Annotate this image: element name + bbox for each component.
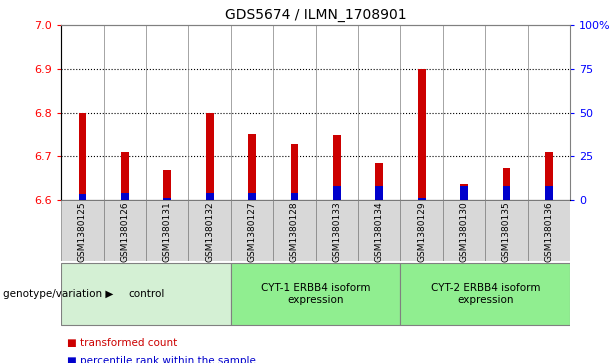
Text: ■ transformed count: ■ transformed count <box>67 338 178 348</box>
Text: GSM1380127: GSM1380127 <box>248 201 257 262</box>
Bar <box>333 186 341 200</box>
Text: GSM1380128: GSM1380128 <box>290 201 299 262</box>
Bar <box>164 170 171 200</box>
Bar <box>104 200 146 261</box>
Bar <box>231 200 273 261</box>
Bar <box>545 186 553 200</box>
Text: genotype/variation ▶: genotype/variation ▶ <box>3 289 113 299</box>
Text: GSM1380132: GSM1380132 <box>205 201 214 262</box>
Bar <box>528 200 570 261</box>
Bar <box>460 184 468 200</box>
Bar <box>503 186 510 200</box>
Text: CYT-2 ERBB4 isoform
expression: CYT-2 ERBB4 isoform expression <box>430 283 540 305</box>
Bar <box>358 200 400 261</box>
Title: GDS5674 / ILMN_1708901: GDS5674 / ILMN_1708901 <box>225 8 406 22</box>
Bar <box>248 193 256 200</box>
Bar <box>333 135 341 200</box>
Text: ■ percentile rank within the sample: ■ percentile rank within the sample <box>67 356 256 363</box>
Bar <box>61 263 231 325</box>
Bar <box>231 263 400 325</box>
Text: GSM1380134: GSM1380134 <box>375 201 384 262</box>
Bar <box>376 163 383 200</box>
Text: CYT-1 ERBB4 isoform
expression: CYT-1 ERBB4 isoform expression <box>261 283 370 305</box>
Bar <box>418 198 425 200</box>
Bar <box>146 200 189 261</box>
Text: GSM1380129: GSM1380129 <box>417 201 426 262</box>
Bar <box>400 200 443 261</box>
Bar <box>121 152 129 200</box>
Bar <box>291 144 299 200</box>
Text: GSM1380135: GSM1380135 <box>502 201 511 262</box>
Text: GSM1380125: GSM1380125 <box>78 201 87 262</box>
Bar <box>418 69 425 200</box>
Text: GSM1380136: GSM1380136 <box>544 201 554 262</box>
Bar <box>545 152 553 200</box>
Bar <box>248 134 256 200</box>
Bar <box>121 193 129 200</box>
Bar <box>376 186 383 200</box>
Bar <box>206 113 213 200</box>
Bar <box>164 198 171 200</box>
Text: control: control <box>128 289 164 299</box>
Bar <box>291 193 299 200</box>
Bar <box>460 186 468 200</box>
Bar <box>443 200 485 261</box>
Bar <box>485 200 528 261</box>
Bar <box>503 168 510 200</box>
Bar <box>78 113 86 200</box>
Bar <box>206 193 213 200</box>
Text: GSM1380126: GSM1380126 <box>120 201 129 262</box>
Bar <box>61 200 104 261</box>
Bar <box>400 263 570 325</box>
Bar <box>316 200 358 261</box>
Text: GSM1380133: GSM1380133 <box>332 201 341 262</box>
Text: GSM1380131: GSM1380131 <box>163 201 172 262</box>
Text: GSM1380130: GSM1380130 <box>460 201 468 262</box>
Bar <box>273 200 316 261</box>
Bar <box>189 200 231 261</box>
Bar <box>78 195 86 200</box>
